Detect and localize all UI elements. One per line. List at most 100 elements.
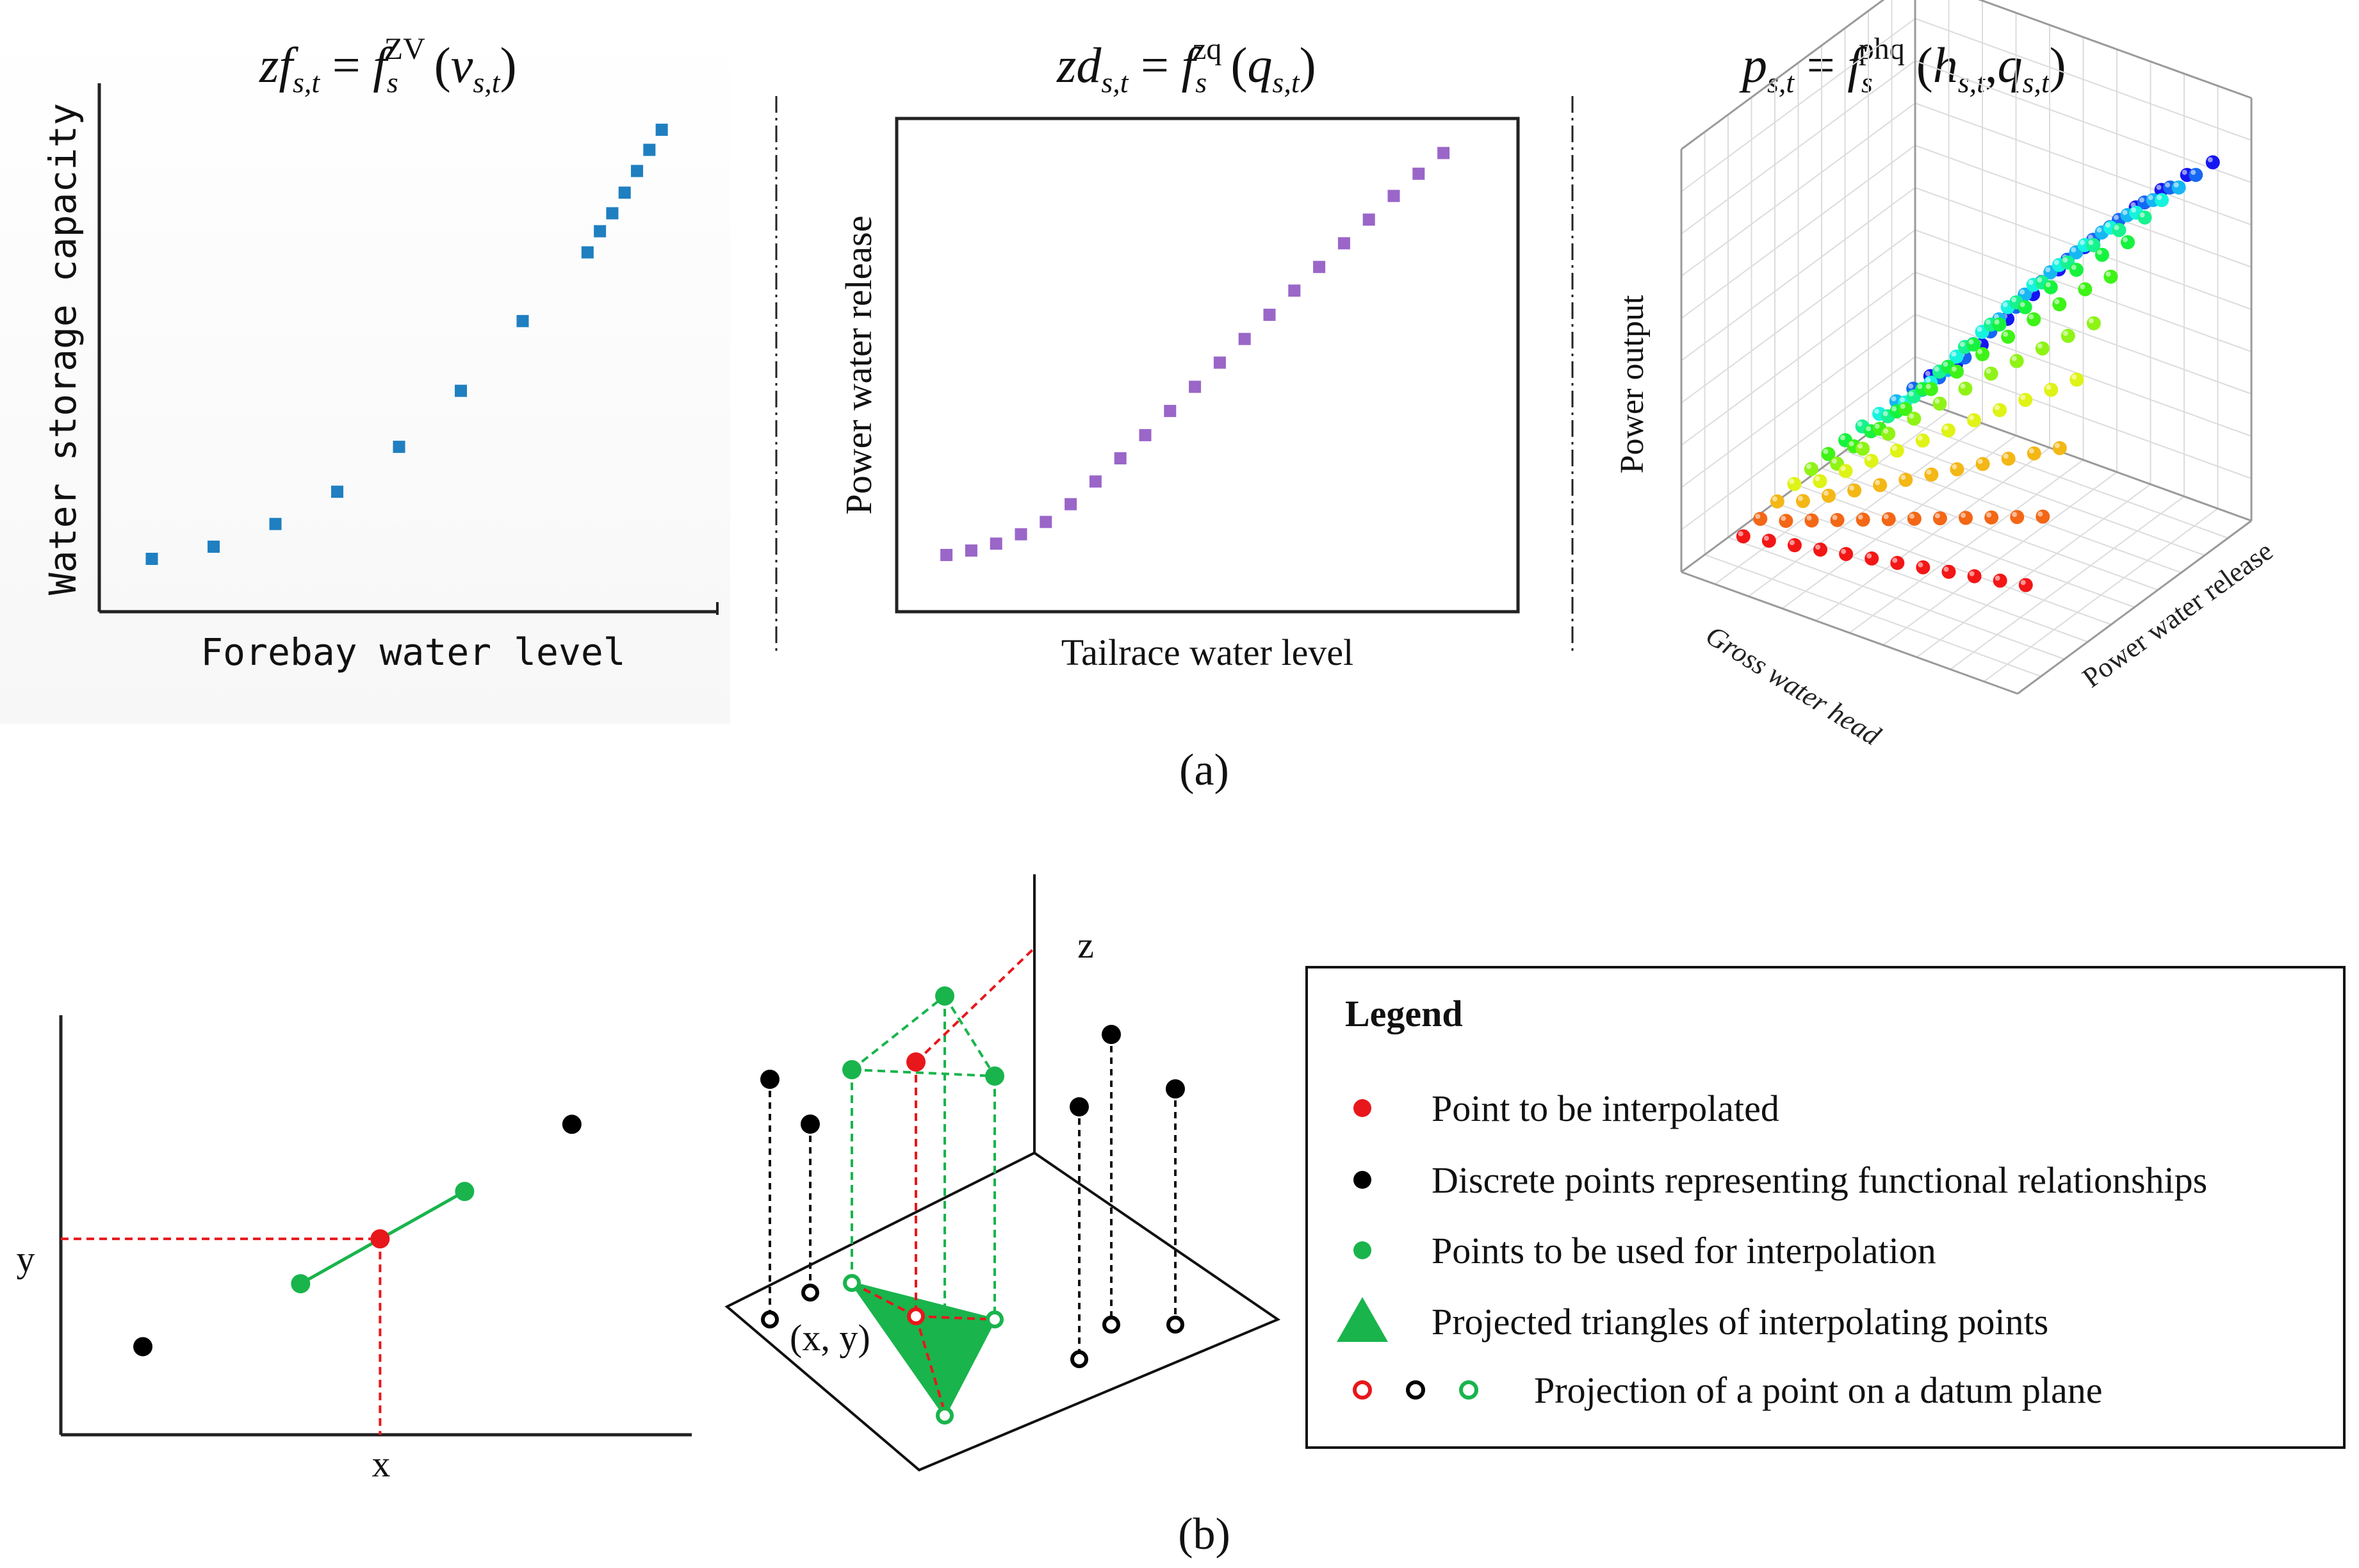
sphere-marker (1993, 573, 2007, 588)
sphere-highlight (2156, 184, 2162, 190)
sphere-highlight (1806, 515, 1812, 521)
sphere-highlight (1952, 464, 1957, 470)
sphere-marker (2018, 578, 2033, 592)
legend-item-projection: Projection of a point on a datum plane (1534, 1369, 2103, 1411)
sphere-highlight (1925, 371, 1930, 377)
sphere-highlight (2148, 195, 2153, 200)
sphere-marker (1881, 512, 1896, 527)
sphere-highlight (1815, 476, 1820, 482)
sphere-marker (1787, 538, 1802, 553)
sphere-marker (1992, 317, 2007, 332)
data-point-marker (1437, 147, 1450, 159)
sphere-marker (1975, 457, 1990, 471)
sphere-marker (2001, 452, 2016, 466)
sphere-highlight (1908, 391, 1914, 396)
sphere-highlight (2054, 443, 2060, 448)
sphere-marker (1898, 473, 1913, 487)
sphere-marker (1787, 477, 1802, 491)
sphere-marker (1941, 564, 1956, 579)
black-dot-icon (1353, 1171, 1371, 1189)
sphere-highlight (2157, 195, 2162, 200)
data-point-marker (1263, 308, 1276, 321)
data-point-marker (1412, 167, 1425, 180)
sphere-marker (2061, 329, 2075, 343)
sphere-marker (1864, 453, 1879, 468)
chart2-ylabel: Power water release (838, 216, 879, 515)
data-point-marker (1015, 528, 1027, 541)
sphere-highlight (1866, 553, 1872, 559)
sphere-marker (1916, 560, 1930, 575)
grid-line (1681, 0, 1885, 151)
sphere-highlight (2046, 384, 2052, 390)
black-point (133, 1337, 153, 1357)
sphere-marker (1932, 396, 1947, 411)
sphere-highlight (1883, 429, 1889, 434)
sphere-highlight (1866, 426, 1872, 432)
sphere-highlight (1874, 409, 1880, 414)
black-point (1102, 1025, 1121, 1044)
sphere-highlight (1925, 377, 1931, 383)
sphere-highlight (2028, 314, 2034, 320)
sphere-highlight (1797, 496, 1803, 502)
black-point (801, 1115, 820, 1134)
sphere-highlight (1857, 443, 1863, 449)
sphere-highlight (1891, 406, 1897, 412)
sphere-marker (1881, 427, 1896, 441)
interp3d-diagram (724, 874, 1281, 1472)
sphere-marker (1975, 347, 1990, 361)
sphere-highlight (1900, 475, 1906, 480)
sphere-marker (1932, 511, 1947, 526)
sphere-highlight (2011, 355, 2017, 361)
data-point-marker (965, 544, 977, 557)
sphere-marker (1949, 364, 1964, 379)
chart3-points (1736, 155, 2220, 592)
sphere-marker (1822, 488, 1836, 503)
black-point (760, 1070, 780, 1089)
sphere-highlight (2011, 297, 2017, 302)
sphere-highlight (1849, 441, 1854, 446)
sphere-marker (1890, 443, 1904, 458)
sphere-marker (2094, 247, 2109, 262)
sphere-highlight (2105, 222, 2110, 228)
grid-line (1868, 433, 2205, 556)
sphere-highlight (1977, 327, 1982, 332)
grid-line (1950, 496, 2185, 670)
sphere-highlight (1840, 466, 1846, 471)
sphere-highlight (1918, 562, 1923, 568)
sphere-highlight (1926, 469, 1932, 475)
sphere-marker (2043, 280, 2058, 295)
red-point (906, 1052, 926, 1072)
sphere-highlight (2037, 343, 2043, 349)
data-point-marker (606, 207, 619, 220)
sphere-marker (2155, 193, 2169, 208)
sphere-marker (2086, 316, 2101, 331)
sphere-highlight (1959, 341, 1965, 347)
grid-line (1914, 102, 2252, 225)
chart3-formula: ps,t = fsphq (hs,t,qs,t) (1739, 32, 2066, 99)
sphere-marker (2018, 393, 2033, 407)
sphere-highlight (1977, 348, 1983, 354)
chart1-background (0, 26, 730, 724)
grid-line (1681, 102, 1916, 277)
sphere-marker (2001, 329, 2016, 344)
sphere-marker (1753, 512, 1768, 527)
interp3d-xy-label: (x, y) (790, 1317, 870, 1359)
chart2-points (940, 147, 1450, 561)
legend-item-discrete: Discrete points representing functional … (1432, 1159, 2207, 1201)
data-point-marker (1238, 332, 1251, 345)
sphere-highlight (1943, 425, 1948, 430)
data-point-marker (1313, 261, 1326, 274)
sphere-marker (1967, 569, 1982, 584)
legend-box (1305, 966, 2346, 1449)
sphere-marker (1941, 423, 1955, 437)
data-point-marker (990, 537, 1002, 550)
black-point (562, 1115, 582, 1134)
sphere-highlight (1857, 514, 1863, 520)
sphere-highlight (2037, 511, 2043, 517)
sphere-highlight (2182, 170, 2187, 176)
sphere-highlight (1908, 383, 1914, 389)
sphere-marker (1959, 510, 1973, 525)
sphere-highlight (2088, 240, 2094, 245)
sphere-highlight (2012, 512, 2018, 518)
